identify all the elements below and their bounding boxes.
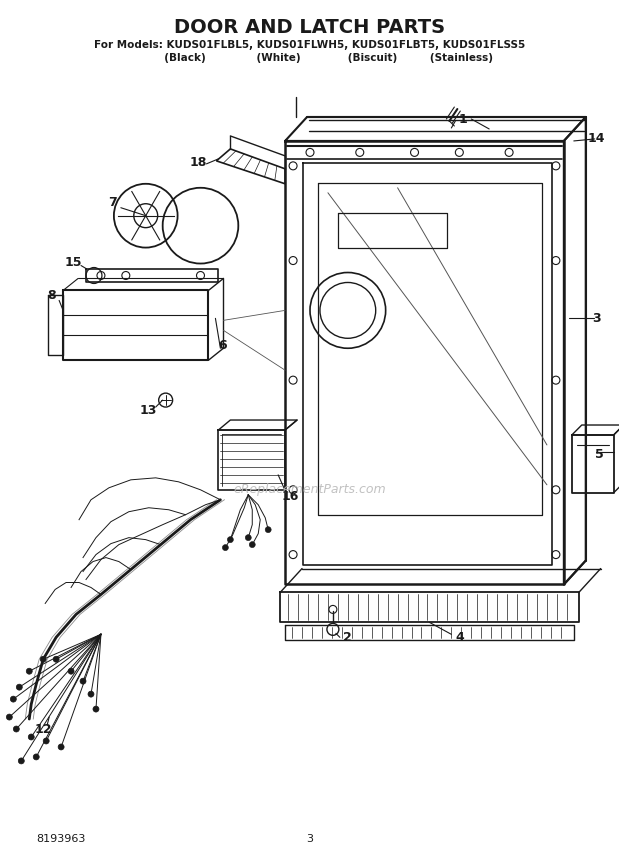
Circle shape	[228, 537, 233, 543]
Text: 2: 2	[343, 631, 352, 644]
Circle shape	[14, 726, 19, 732]
Circle shape	[93, 706, 99, 712]
Circle shape	[40, 657, 46, 663]
Circle shape	[58, 744, 64, 750]
Text: 15: 15	[64, 256, 82, 269]
Circle shape	[19, 758, 24, 764]
Circle shape	[53, 657, 59, 663]
Circle shape	[88, 691, 94, 697]
Text: 3: 3	[592, 312, 601, 325]
Text: DOOR AND LATCH PARTS: DOOR AND LATCH PARTS	[174, 18, 446, 37]
Circle shape	[26, 669, 32, 675]
Circle shape	[80, 678, 86, 684]
Text: 16: 16	[281, 490, 299, 503]
Text: 8: 8	[47, 289, 55, 302]
Text: 8193963: 8193963	[36, 834, 86, 844]
Circle shape	[43, 738, 49, 744]
Text: 5: 5	[595, 449, 604, 461]
Circle shape	[246, 535, 251, 541]
Circle shape	[33, 754, 39, 760]
Text: 12: 12	[35, 722, 52, 735]
Circle shape	[223, 544, 228, 550]
Circle shape	[249, 542, 255, 548]
Text: 13: 13	[140, 403, 157, 417]
Text: 1: 1	[459, 112, 467, 126]
Text: eReplacementParts.com: eReplacementParts.com	[234, 484, 386, 496]
Text: 3: 3	[306, 834, 314, 844]
Text: 14: 14	[588, 133, 606, 146]
Text: For Models: KUDS01FLBL5, KUDS01FLWH5, KUDS01FLBT5, KUDS01FLSS5: For Models: KUDS01FLBL5, KUDS01FLWH5, KU…	[94, 40, 526, 51]
Circle shape	[29, 734, 34, 740]
Text: 4: 4	[455, 631, 464, 644]
Circle shape	[16, 684, 22, 690]
Circle shape	[68, 669, 74, 675]
Text: (Black)              (White)             (Biscuit)         (Stainless): (Black) (White) (Biscuit) (Stainless)	[128, 53, 492, 63]
Circle shape	[265, 526, 271, 532]
Text: 18: 18	[190, 157, 207, 169]
Text: 7: 7	[108, 196, 117, 209]
Circle shape	[6, 714, 12, 720]
Polygon shape	[216, 149, 285, 184]
Text: 6: 6	[218, 339, 227, 352]
Circle shape	[11, 696, 16, 702]
